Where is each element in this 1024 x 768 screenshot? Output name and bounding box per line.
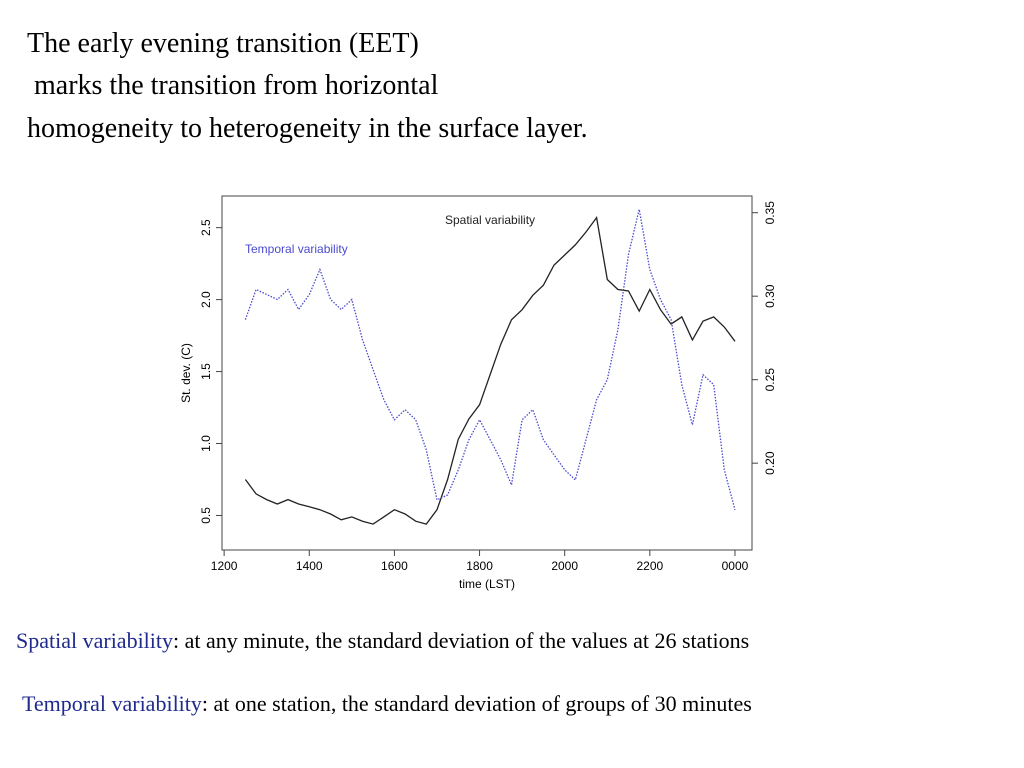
y2-tick-label: 0.20 [763, 451, 777, 475]
heading-line: homogeneity to heterogeneity in the surf… [27, 113, 588, 144]
y-tick-label: 2.0 [199, 291, 213, 308]
x-tick-label: 1400 [296, 559, 323, 573]
annotation: Spatial variability [445, 213, 535, 227]
y2-tick-label: 0.30 [763, 284, 777, 308]
y2-tick-label: 0.35 [763, 201, 777, 225]
definition: Temporal variability: at one station, th… [22, 691, 752, 716]
y-tick-label: 0.5 [199, 507, 213, 524]
y-tick-label: 2.5 [199, 219, 213, 236]
definition-term: Temporal variability [22, 691, 202, 716]
plot-frame [221, 195, 753, 551]
y2-tick-label: 0.25 [763, 368, 777, 392]
series-line [244, 215, 736, 525]
definition-text: : at any minute, the standard deviation … [173, 628, 749, 653]
series-line [244, 209, 736, 511]
x-tick-label: 1200 [211, 559, 238, 573]
heading-line: The early evening transition (EET) [27, 28, 419, 59]
x-tick-label: 1600 [381, 559, 408, 573]
definition-text: : at one station, the standard deviation… [202, 691, 752, 716]
x-tick-label: 2200 [636, 559, 663, 573]
x-tick-label: 0000 [722, 559, 749, 573]
definition-term: Spatial variability [16, 628, 173, 653]
x-tick-label: 1800 [466, 559, 493, 573]
y-tick-label: 1.5 [199, 363, 213, 380]
y-tick-label: 1.0 [199, 435, 213, 452]
x-tick-label: 2000 [551, 559, 578, 573]
y-axis-label: St. dev. (C) [179, 343, 193, 403]
heading-line: marks the transition from horizontal [27, 70, 439, 101]
annotation: Temporal variability [245, 242, 348, 256]
x-axis-label: time (LST) [459, 577, 515, 591]
definition: Spatial variability: at any minute, the … [16, 628, 749, 653]
